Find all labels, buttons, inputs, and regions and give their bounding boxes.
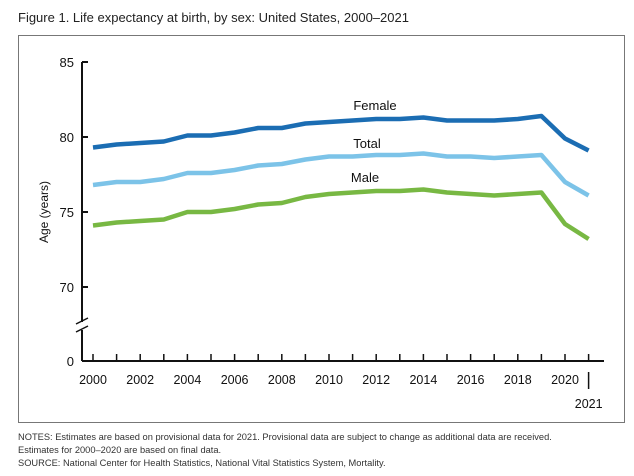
x-tick-label: 2002 [126,373,154,387]
series-label-male: Male [351,170,379,185]
axis-break-mark [75,325,89,333]
y-tick-label: 0 [67,354,74,369]
y-tick-label: 75 [60,205,74,220]
series-label-total: Total [353,136,381,151]
source-line: SOURCE: National Center for Health Stati… [18,458,386,468]
chart-frame [18,35,625,423]
notes-line-2: Estimates for 2000–2020 are based on fin… [18,445,222,455]
series-line-total [92,151,590,198]
x-tick-label: 2008 [268,373,296,387]
x-tick-label: 2020 [551,373,579,387]
x-tick-label: 2004 [173,373,201,387]
y-tick-label: 80 [60,130,74,145]
notes-line-1: NOTES: Estimates are based on provisiona… [18,432,552,442]
x-tick-label: 2014 [409,373,437,387]
x-tick-label: 2006 [221,373,249,387]
axis-break-mark [75,317,89,325]
x-tick-label: 2010 [315,373,343,387]
figure-title: Figure 1. Life expectancy at birth, by s… [18,10,409,25]
x-tick-label: 2018 [504,373,532,387]
y-tick-label: 70 [60,280,74,295]
y-axis-label: Age (years) [37,181,51,243]
x-tick-label: 2012 [362,373,390,387]
y-tick-label: 85 [60,55,74,70]
x-tick-label: 2021 [575,397,603,411]
series-line-female [92,113,590,153]
series-label-female: Female [353,98,396,113]
series-line-male [92,187,590,241]
x-tick-label: 2000 [79,373,107,387]
x-tick-label: 2016 [457,373,485,387]
